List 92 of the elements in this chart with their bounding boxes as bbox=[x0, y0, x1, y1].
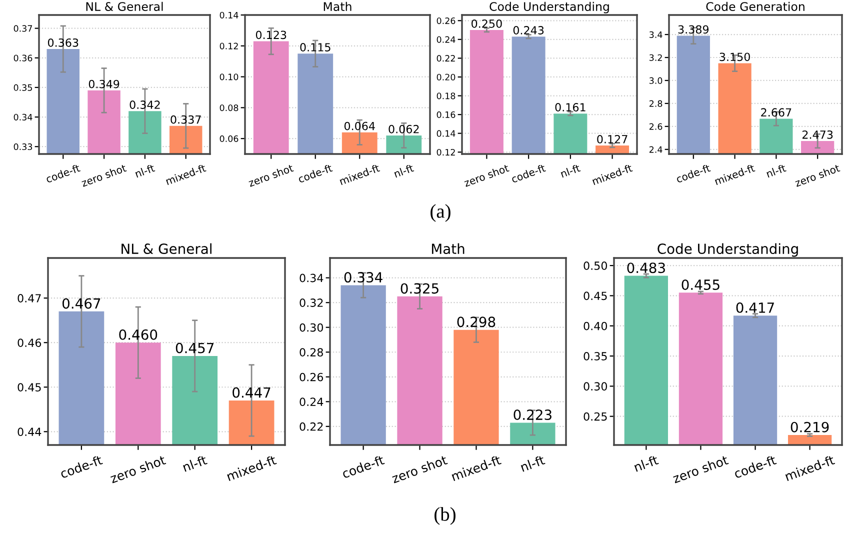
y-tick-label: 3.4 bbox=[650, 31, 662, 38]
y-tick-label: 0.46 bbox=[18, 338, 42, 347]
x-tick-label: nl-ft bbox=[182, 454, 208, 472]
x-tick-label: zero shot bbox=[248, 164, 294, 187]
data-label: 0.483 bbox=[627, 262, 665, 274]
chart-title: Math bbox=[432, 243, 464, 254]
data-label: 0.250 bbox=[472, 19, 502, 28]
data-label: 0.298 bbox=[457, 316, 496, 328]
data-label: 0.243 bbox=[513, 26, 544, 34]
y-tick-label: 0.28 bbox=[300, 348, 323, 356]
y-tick-label: 0.26 bbox=[300, 372, 324, 382]
y-tick-label: 0.25 bbox=[584, 412, 607, 421]
data-label: 0.337 bbox=[170, 115, 201, 124]
x-tick-label: zero shot bbox=[80, 164, 127, 187]
text: (b) bbox=[434, 507, 456, 525]
y-tick-label: 0.10 bbox=[220, 74, 238, 80]
y-tick-label: 2.6 bbox=[649, 123, 662, 130]
y-tick-label: 0.12 bbox=[220, 42, 238, 50]
x-tick-label: zero shot bbox=[109, 454, 166, 484]
data-label: 0.219 bbox=[790, 422, 829, 432]
y-tick-label: 0.34 bbox=[300, 274, 324, 282]
x-tick-label: nl-ft bbox=[766, 164, 786, 178]
y-tick-label: 0.30 bbox=[584, 382, 608, 391]
chart-title: Math bbox=[324, 2, 352, 11]
y-tick-label: 0.08 bbox=[220, 104, 238, 112]
data-label: 0.460 bbox=[119, 329, 158, 340]
y-tick-label: 0.24 bbox=[436, 36, 456, 43]
x-tick-label: zero shot bbox=[672, 454, 729, 484]
y-tick-label: 0.45 bbox=[18, 383, 41, 392]
y-tick-label: 2.8 bbox=[649, 100, 662, 107]
data-label: 0.123 bbox=[256, 30, 286, 40]
y-tick-label: 0.47 bbox=[18, 294, 41, 302]
y-tick-label: 0.30 bbox=[300, 323, 324, 332]
data-label: 0.064 bbox=[344, 122, 375, 130]
y-tick-label: 0.06 bbox=[220, 135, 238, 142]
data-label: 0.349 bbox=[88, 80, 120, 88]
chart-title: Code Understanding bbox=[490, 2, 609, 14]
data-label: 3.389 bbox=[678, 25, 709, 34]
x-tick-label: zero shot bbox=[391, 454, 448, 484]
y-tick-label: 0.26 bbox=[436, 17, 456, 24]
y-tick-label: 0.18 bbox=[436, 92, 456, 100]
data-label: 0.223 bbox=[514, 410, 552, 420]
y-tick-label: 0.33 bbox=[14, 143, 32, 150]
data-label: 0.417 bbox=[736, 302, 774, 313]
y-tick-label: 0.44 bbox=[18, 428, 42, 436]
x-tick-label: nl-ft bbox=[134, 164, 156, 178]
y-tick-label: 0.50 bbox=[584, 262, 608, 270]
data-label: 0.455 bbox=[682, 279, 720, 290]
text: (a) bbox=[430, 204, 450, 222]
data-label: 0.457 bbox=[176, 342, 214, 354]
data-label: 0.161 bbox=[555, 103, 586, 112]
y-tick-label: 0.34 bbox=[14, 114, 32, 120]
y-tick-label: 0.32 bbox=[300, 298, 323, 307]
y-tick-label: 0.14 bbox=[436, 130, 456, 137]
data-label: 0.467 bbox=[62, 298, 100, 309]
chart-title: NL & General bbox=[122, 243, 212, 254]
data-label: 0.334 bbox=[344, 272, 382, 283]
y-tick-label: 3.0 bbox=[650, 77, 662, 84]
data-label: 0.062 bbox=[388, 124, 419, 134]
y-tick-label: 0.20 bbox=[436, 74, 456, 80]
y-tick-label: 0.37 bbox=[14, 25, 32, 32]
data-label: 0.325 bbox=[400, 283, 438, 294]
data-label: 0.127 bbox=[597, 134, 628, 144]
y-tick-label: 0.16 bbox=[436, 111, 456, 118]
x-tick-label: nl-ft bbox=[560, 164, 581, 178]
data-label: 2.667 bbox=[761, 108, 792, 117]
x-tick-label: nl-ft bbox=[520, 454, 546, 472]
y-tick-label: 0.12 bbox=[436, 148, 455, 156]
chart-title: Code Understanding bbox=[658, 243, 798, 257]
x-tick-label: nl-ft bbox=[394, 164, 414, 178]
chart-title: NL & General bbox=[86, 2, 163, 11]
x-tick-label: zero shot bbox=[794, 164, 840, 187]
x-tick-label: nl-ft bbox=[633, 454, 659, 472]
y-tick-label: 2.4 bbox=[649, 146, 662, 153]
chart-title: Code Generation bbox=[706, 2, 804, 11]
y-tick-label: 0.35 bbox=[584, 352, 607, 360]
data-label: 2.473 bbox=[802, 130, 833, 139]
y-tick-label: 0.22 bbox=[300, 422, 323, 431]
data-label: 0.363 bbox=[48, 38, 78, 47]
y-tick-label: 0.22 bbox=[436, 55, 455, 62]
y-tick-label: 0.36 bbox=[14, 54, 32, 62]
y-tick-label: 0.45 bbox=[584, 292, 607, 300]
y-tick-label: 0.14 bbox=[220, 12, 238, 18]
y-tick-label: 3.2 bbox=[650, 54, 662, 61]
x-tick-label: zero shot bbox=[463, 164, 510, 187]
y-tick-label: 0.35 bbox=[14, 84, 32, 91]
data-label: 0.447 bbox=[232, 387, 270, 398]
data-label: 0.342 bbox=[130, 100, 160, 109]
y-tick-label: 0.40 bbox=[584, 322, 608, 330]
data-label: 0.115 bbox=[300, 43, 330, 52]
data-label: 3.150 bbox=[720, 52, 750, 62]
y-tick-label: 0.24 bbox=[300, 398, 324, 406]
